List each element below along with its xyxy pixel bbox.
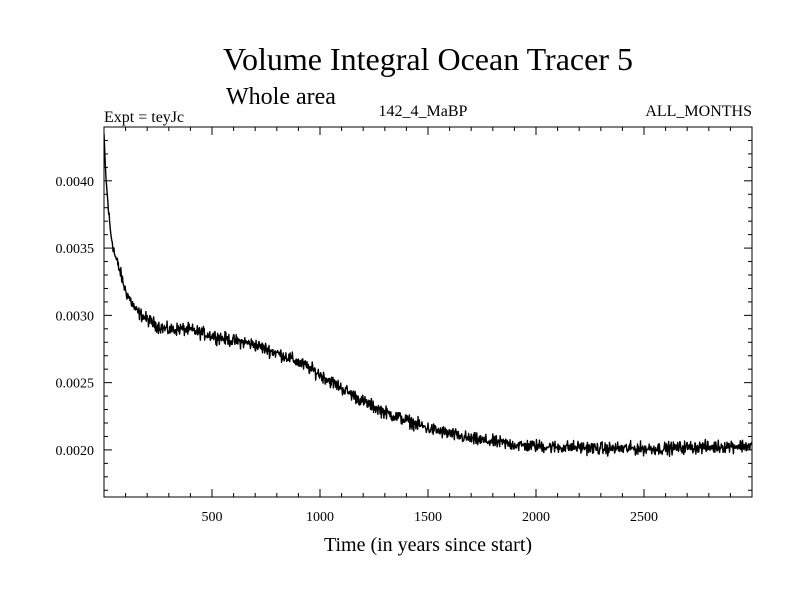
experiment-label: Expt = teyJc <box>104 109 184 126</box>
y-tick-labels: 0.0020 0.0025 0.0030 0.0035 0.0040 <box>56 175 95 459</box>
axis-ticks <box>104 126 752 497</box>
period-label: 142_4_MaBP <box>379 103 468 120</box>
x-tick-label: 1000 <box>306 510 334 525</box>
y-tick-label: 0.0040 <box>56 175 95 190</box>
x-tick-labels: 500 1000 1500 2000 2500 <box>202 510 659 525</box>
series-line <box>104 133 752 458</box>
chart-title: Volume Integral Ocean Tracer 5 <box>223 41 633 77</box>
plot-frame <box>103 126 753 498</box>
x-tick-label: 500 <box>202 510 223 525</box>
y-tick-label: 0.0035 <box>56 242 95 257</box>
x-tick-label: 1500 <box>414 510 442 525</box>
months-label: ALL_MONTHS <box>645 103 752 120</box>
x-tick-label: 2500 <box>630 510 658 525</box>
x-axis-label: Time (in years since start) <box>324 534 532 556</box>
y-tick-label: 0.0030 <box>56 309 95 324</box>
x-tick-label: 2000 <box>522 510 550 525</box>
y-tick-label: 0.0020 <box>56 444 95 459</box>
y-tick-label: 0.0025 <box>56 377 95 392</box>
chart-subtitle: Whole area <box>226 84 336 110</box>
